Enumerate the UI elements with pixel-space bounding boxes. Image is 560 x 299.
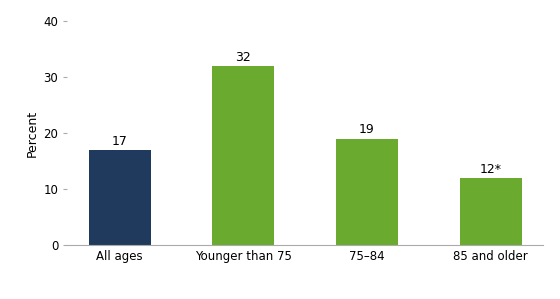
Bar: [460, 178, 521, 245]
Text: 12*: 12*: [480, 163, 502, 176]
Text: 32: 32: [236, 51, 251, 64]
Bar: [89, 150, 151, 245]
Text: 17: 17: [112, 135, 128, 148]
Bar: [336, 139, 398, 245]
Bar: [212, 66, 274, 245]
Text: 19: 19: [359, 123, 375, 136]
Y-axis label: Percent: Percent: [26, 109, 39, 157]
